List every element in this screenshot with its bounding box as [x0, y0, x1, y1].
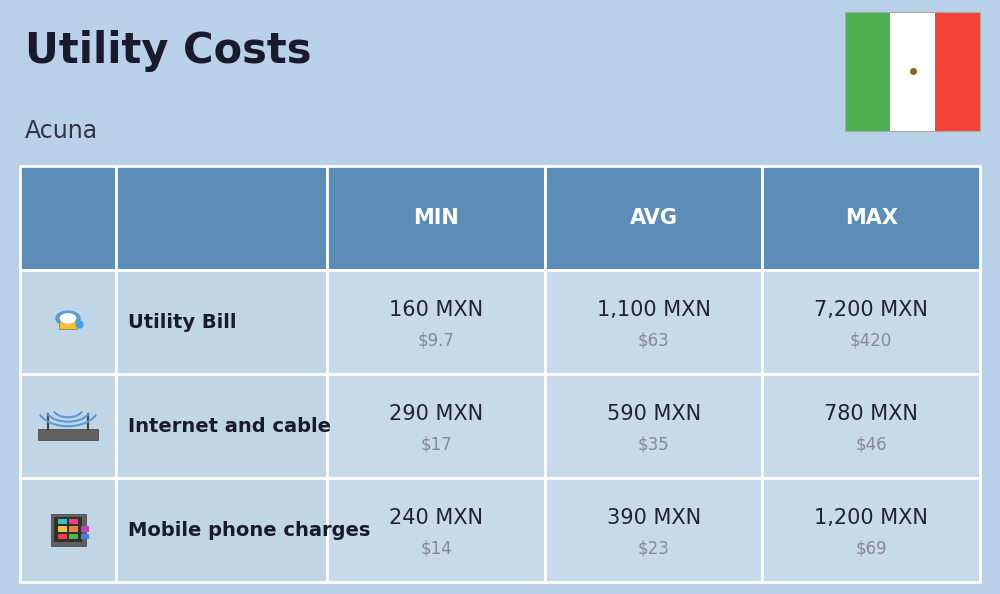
Bar: [58, 534, 67, 539]
Bar: [545, 166, 762, 270]
Bar: [20, 374, 116, 478]
Text: Acuna: Acuna: [25, 119, 98, 143]
Bar: [20, 166, 116, 270]
Bar: [845, 12, 980, 131]
Text: $14: $14: [420, 540, 452, 558]
Circle shape: [60, 314, 76, 323]
Text: Utility Costs: Utility Costs: [25, 30, 312, 72]
Bar: [69, 534, 78, 539]
Text: 1,100 MXN: 1,100 MXN: [597, 300, 711, 320]
Text: 390 MXN: 390 MXN: [607, 508, 701, 527]
Bar: [80, 534, 89, 539]
Bar: [58, 526, 67, 532]
Bar: [116, 270, 327, 374]
Circle shape: [56, 311, 80, 326]
Bar: [890, 12, 935, 131]
Bar: [38, 429, 98, 440]
Text: $46: $46: [855, 436, 887, 454]
Bar: [54, 517, 82, 542]
Bar: [762, 166, 980, 270]
Text: $23: $23: [638, 540, 670, 558]
Text: $69: $69: [855, 540, 887, 558]
Text: $9.7: $9.7: [418, 332, 454, 350]
Bar: [69, 526, 78, 532]
Bar: [80, 526, 89, 532]
Bar: [545, 478, 762, 582]
Text: MAX: MAX: [845, 208, 898, 228]
Bar: [762, 374, 980, 478]
Text: 590 MXN: 590 MXN: [607, 404, 701, 424]
Text: 1,200 MXN: 1,200 MXN: [814, 508, 928, 527]
Text: 7,200 MXN: 7,200 MXN: [814, 300, 928, 320]
Bar: [327, 374, 545, 478]
Text: 780 MXN: 780 MXN: [824, 404, 918, 424]
Bar: [327, 478, 545, 582]
Text: AVG: AVG: [630, 208, 678, 228]
Bar: [58, 519, 67, 524]
Text: $17: $17: [420, 436, 452, 454]
Bar: [545, 374, 762, 478]
Bar: [116, 478, 327, 582]
Text: 290 MXN: 290 MXN: [389, 404, 483, 424]
Bar: [327, 270, 545, 374]
Bar: [327, 166, 545, 270]
Text: Mobile phone charges: Mobile phone charges: [128, 521, 370, 539]
Bar: [59, 321, 77, 329]
Bar: [762, 270, 980, 374]
Bar: [20, 478, 116, 582]
Text: $35: $35: [638, 436, 669, 454]
Bar: [845, 12, 890, 131]
Bar: [935, 12, 980, 131]
Bar: [545, 270, 762, 374]
Text: Utility Bill: Utility Bill: [128, 313, 237, 331]
Bar: [50, 514, 86, 546]
Bar: [69, 519, 78, 524]
Text: Internet and cable: Internet and cable: [128, 417, 331, 435]
Text: MIN: MIN: [413, 208, 459, 228]
Text: 160 MXN: 160 MXN: [389, 300, 483, 320]
Bar: [20, 270, 116, 374]
Text: $63: $63: [638, 332, 669, 350]
Bar: [762, 478, 980, 582]
Text: 240 MXN: 240 MXN: [389, 508, 483, 527]
Bar: [116, 374, 327, 478]
Text: $420: $420: [850, 332, 892, 350]
Bar: [116, 166, 327, 270]
